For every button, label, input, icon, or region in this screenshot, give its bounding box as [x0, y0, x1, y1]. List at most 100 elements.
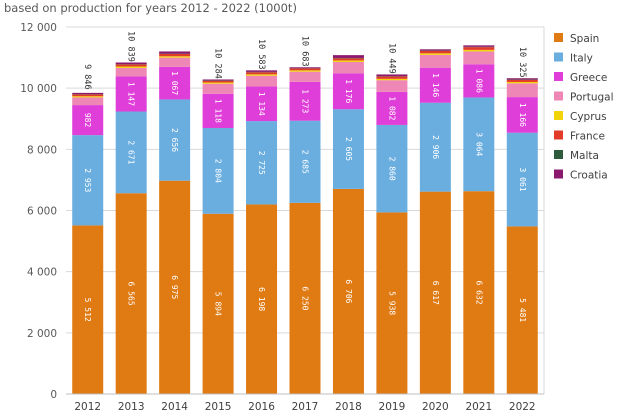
bar-italy-2017 — [289, 120, 321, 203]
bar-france-2014 — [159, 53, 191, 57]
bar-france-2016 — [246, 72, 278, 75]
bar-france-2015 — [202, 80, 234, 83]
legend-label-greece: Greece — [570, 72, 607, 84]
bar-cyprus-2018 — [332, 60, 364, 62]
bar-portugal-2014 — [159, 57, 191, 67]
data-label-italy-2022: 3 061 — [518, 168, 527, 192]
legend-swatch-portugal — [554, 91, 563, 101]
total-label-2022: 10 325 — [517, 47, 527, 78]
data-label-italy-2014: 2 656 — [170, 128, 179, 152]
bar-portugal-2020 — [419, 54, 451, 68]
bar-greece-2015 — [202, 93, 234, 128]
total-label-2012: 9 846 — [82, 64, 92, 90]
labels-layer: 5 512 2 953 982 9 846 6 565 2 671 1 147 10 839 6… — [82, 31, 527, 322]
bar-italy-2020 — [419, 102, 451, 192]
x-tick-label: 2013 — [118, 401, 145, 413]
x-tick-label: 2020 — [422, 401, 449, 413]
legend-swatch-italy — [554, 52, 563, 62]
bar-greece-2021 — [463, 64, 495, 98]
bar-spain-2020 — [419, 191, 451, 394]
data-label-greece-2022: 1 166 — [518, 103, 527, 127]
legend-label-france: France — [570, 131, 605, 143]
bar-croatia-2017 — [289, 67, 321, 69]
bar-croatia-2013 — [115, 62, 147, 65]
bar-portugal-2015 — [202, 83, 234, 94]
bar-croatia-2015 — [202, 79, 234, 81]
bar-greece-2014 — [159, 66, 191, 100]
data-label-italy-2015: 2 804 — [214, 159, 223, 183]
bar-cyprus-2019 — [376, 78, 408, 81]
bar-cyprus-2015 — [202, 82, 234, 84]
x-tick-label: 2016 — [248, 401, 275, 413]
bars-layer — [72, 45, 538, 394]
total-label-2016: 10 583 — [256, 39, 266, 70]
data-label-italy-2021: 3 064 — [474, 132, 483, 156]
bar-portugal-2016 — [246, 75, 278, 87]
data-label-greece-2012: 982 — [83, 113, 92, 128]
y-tick-label: 8 000 — [27, 144, 57, 156]
bar-croatia-2021 — [463, 45, 495, 47]
data-label-spain-2018: 6 706 — [344, 279, 353, 303]
data-label-spain-2012: 5 512 — [83, 298, 92, 322]
bar-france-2021 — [463, 47, 495, 50]
bar-italy-2013 — [115, 111, 147, 194]
bar-france-2013 — [115, 64, 147, 67]
legend-label-croatia: Croatia — [570, 170, 608, 182]
bar-croatia-2022 — [506, 78, 538, 80]
axis-layer: 0 2 000 4 000 6 000 8 000 10 000 12 000 2012 201… — [20, 22, 545, 413]
data-label-italy-2018: 2 605 — [344, 137, 353, 161]
bar-croatia-2019 — [376, 74, 408, 77]
y-tick-label: 12 000 — [20, 22, 57, 34]
x-tick-label: 2015 — [205, 401, 232, 413]
bar-italy-2021 — [463, 97, 495, 192]
legend-swatch-france — [554, 130, 563, 140]
total-label-2019: 10 449 — [386, 43, 396, 74]
bar-greece-2017 — [289, 81, 321, 121]
bar-italy-2016 — [246, 121, 278, 205]
data-label-greece-2019: 1 082 — [387, 96, 396, 120]
data-label-greece-2013: 1 147 — [127, 82, 136, 106]
bar-italy-2022 — [506, 132, 538, 227]
x-tick-label: 2014 — [161, 401, 188, 413]
data-label-greece-2021: 1 086 — [474, 69, 483, 93]
bar-cyprus-2012 — [72, 96, 104, 98]
data-label-spain-2022: 5 481 — [518, 298, 527, 322]
data-label-italy-2013: 2 671 — [127, 140, 136, 164]
bar-portugal-2017 — [289, 71, 321, 82]
data-label-spain-2019: 5 938 — [387, 291, 396, 315]
bar-spain-2015 — [202, 213, 234, 394]
bar-portugal-2018 — [332, 61, 364, 74]
bar-cyprus-2021 — [463, 49, 495, 52]
bar-france-2022 — [506, 79, 538, 82]
y-tick-label: 6 000 — [27, 206, 57, 218]
bar-greece-2013 — [115, 76, 147, 112]
bar-greece-2016 — [246, 86, 278, 122]
legend-swatch-cyprus — [554, 111, 563, 120]
data-label-italy-2016: 2 725 — [257, 151, 266, 175]
bar-spain-2016 — [246, 204, 278, 394]
data-label-italy-2012: 2 953 — [83, 168, 92, 192]
bar-portugal-2012 — [72, 97, 104, 106]
bar-portugal-2019 — [376, 80, 408, 92]
bar-greece-2018 — [332, 73, 364, 110]
bar-france-2018 — [332, 58, 364, 61]
bar-spain-2017 — [289, 202, 321, 394]
data-label-greece-2017: 1 273 — [301, 89, 310, 113]
bar-spain-2021 — [463, 191, 495, 394]
bar-greece-2012 — [72, 105, 104, 136]
x-tick-label: 2012 — [74, 401, 101, 413]
x-tick-label: 2018 — [335, 401, 362, 413]
legend-swatch-croatia — [554, 169, 563, 179]
y-tick-label: 0 — [50, 389, 57, 401]
legend-layer: Spain Italy Greece Portugal Cyprus France Malt… — [554, 33, 614, 182]
bar-cyprus-2016 — [246, 74, 278, 76]
legend-swatch-greece — [554, 72, 563, 81]
bar-portugal-2013 — [115, 67, 147, 77]
x-tick-label: 2017 — [292, 401, 319, 413]
data-label-spain-2020: 6 617 — [431, 281, 440, 305]
data-label-spain-2015: 5 894 — [214, 292, 223, 316]
bar-cyprus-2022 — [506, 81, 538, 84]
bar-spain-2013 — [115, 193, 147, 394]
bar-croatia-2018 — [332, 55, 364, 58]
